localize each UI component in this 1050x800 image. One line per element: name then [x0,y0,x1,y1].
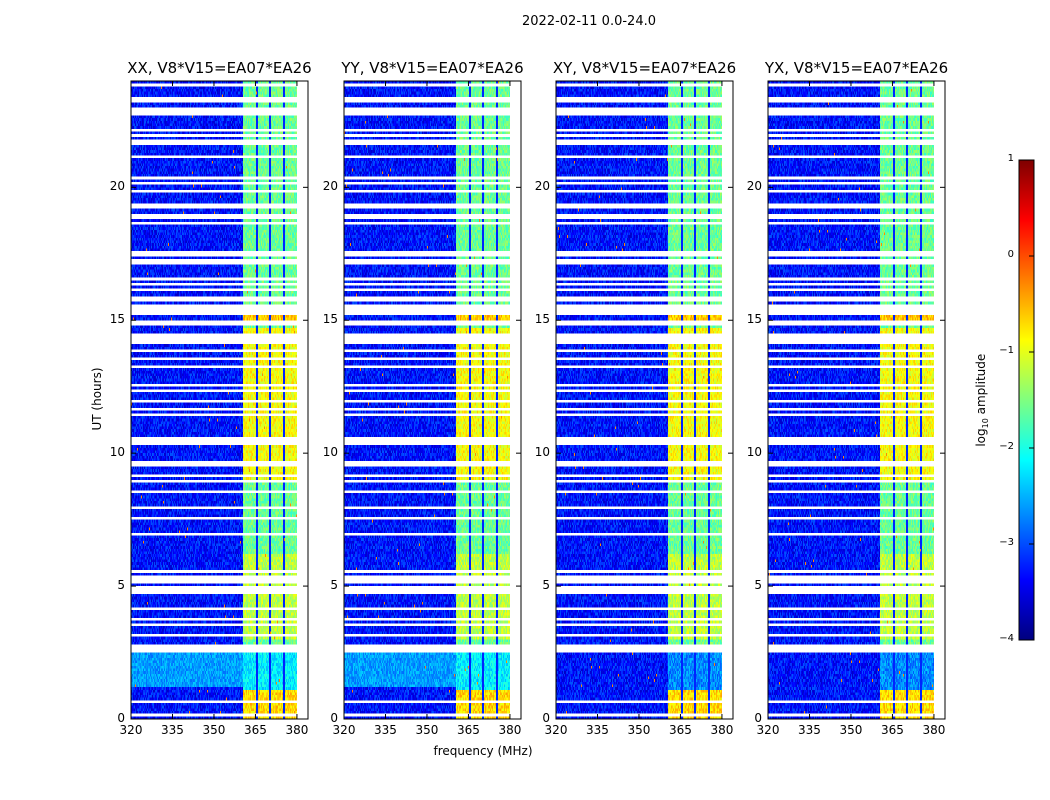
y-tick-label: 5 [330,578,338,593]
x-tick-label: 350 [415,723,439,737]
panel-title-xx: XX, V8*V15=EA07*EA26 [127,59,312,77]
y-tick-label: 5 [754,578,762,593]
waterfall-heatmap-xx [131,81,308,719]
colorbar-tick-label: −1 [999,345,1014,356]
colorbar-tick-label: −4 [999,633,1014,644]
x-tick-label: 365 [244,723,267,737]
figure-title: 2022-02-11 0.0-24.0 [522,14,656,29]
y-tick-label: 20 [109,179,125,194]
x-tick-label: 335 [798,723,821,737]
axes-frame [130,80,309,720]
y-tick-label: 20 [322,179,338,194]
y-tick-label: 0 [117,711,125,725]
axes-frame [767,80,946,720]
x-tick-label: 380 [498,723,522,737]
y-tick-label: 10 [322,445,338,460]
x-tick-label: 350 [839,723,863,737]
x-tick-label: 335 [374,723,397,737]
y-tick-label: 5 [542,578,550,593]
y-tick-label: 15 [109,312,125,327]
x-tick-label: 335 [586,723,609,737]
panel-title-xy: XY, V8*V15=EA07*EA26 [552,59,737,77]
colorbar [1019,160,1034,640]
x-tick-label: 320 [119,723,143,737]
y-tick-label: 10 [109,445,125,460]
x-tick-label: 320 [756,723,780,737]
y-tick-label: 15 [746,312,762,327]
x-tick-label: 380 [922,723,946,737]
y-tick-label: 10 [534,445,550,460]
x-tick-label: 380 [285,723,309,737]
waterfall-heatmap-xy [556,81,733,719]
x-tick-label: 320 [332,723,356,737]
y-tick-label: 0 [754,711,762,725]
y-tick-label: 10 [746,445,762,460]
axes-frame [343,80,522,720]
x-tick-label: 320 [544,723,568,737]
colorbar-tick-label: −2 [999,441,1014,452]
y-tick-label: 20 [746,179,762,194]
x-tick-label: 365 [457,723,480,737]
y-tick-label: 20 [534,179,550,194]
axes-frame [555,80,734,720]
colorbar-frame [1018,159,1035,641]
y-tick-label: 0 [542,711,550,725]
colorbar-tick-label: −3 [999,537,1014,548]
x-axis-label: frequency (MHz) [433,744,533,758]
y-tick-label: 5 [117,578,125,593]
y-tick-label: 15 [322,312,338,327]
colorbar-tick-label: 0 [1007,249,1014,260]
x-tick-label: 350 [202,723,226,737]
waterfall-heatmap-yy [344,81,521,719]
colorbar-tick-label: 1 [1007,153,1014,164]
panel-title-yy: YY, V8*V15=EA07*EA26 [341,59,524,77]
x-tick-label: 380 [710,723,734,737]
panel-title-yx: YX, V8*V15=EA07*EA26 [764,59,949,77]
y-tick-label: 0 [330,711,338,725]
x-tick-label: 365 [881,723,904,737]
x-tick-label: 335 [161,723,184,737]
x-tick-label: 350 [627,723,651,737]
y-tick-label: 15 [534,312,550,327]
x-tick-label: 365 [669,723,692,737]
waterfall-heatmap-yx [768,81,945,719]
